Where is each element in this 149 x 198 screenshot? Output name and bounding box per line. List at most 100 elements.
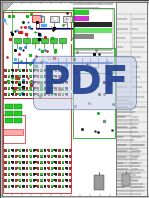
Bar [44, 175, 46, 176]
Bar [47, 161, 50, 163]
Bar [44, 151, 46, 152]
Bar [3, 98, 71, 193]
Bar [116, 2, 147, 196]
Bar [58, 87, 61, 89]
Bar [22, 179, 25, 181]
Bar [40, 83, 42, 84]
Bar [11, 169, 14, 170]
Bar [40, 75, 43, 77]
Bar [48, 157, 50, 158]
Bar [55, 157, 57, 158]
Bar [55, 89, 57, 90]
Bar [11, 155, 14, 157]
Bar [55, 95, 57, 96]
Bar [62, 149, 64, 151]
Bar [62, 179, 64, 181]
Bar [69, 187, 71, 188]
Bar [29, 81, 32, 83]
Bar [26, 83, 28, 84]
Bar [11, 175, 14, 176]
Bar [69, 185, 72, 187]
Bar [22, 187, 24, 188]
Bar [55, 163, 57, 164]
Bar [11, 151, 14, 152]
Bar [66, 77, 68, 78]
Bar [74, 34, 94, 39]
Bar [8, 161, 10, 163]
Bar [74, 10, 89, 15]
Bar [30, 181, 32, 182]
Bar [14, 104, 22, 109]
Bar [15, 181, 17, 182]
Bar [23, 38, 30, 43]
Bar [8, 89, 10, 90]
Bar [33, 95, 35, 96]
Bar [30, 89, 32, 90]
Bar [15, 81, 18, 83]
Bar [26, 95, 28, 96]
Bar [8, 75, 10, 77]
Bar [58, 173, 61, 175]
Bar [11, 69, 14, 71]
Bar [8, 173, 10, 175]
Bar [47, 185, 50, 187]
Bar [44, 163, 46, 164]
Bar [69, 157, 71, 158]
Bar [18, 155, 21, 157]
Bar [26, 167, 28, 169]
Bar [8, 69, 10, 71]
Bar [51, 71, 53, 72]
Bar [74, 28, 112, 33]
Bar [44, 87, 46, 89]
Bar [22, 157, 24, 158]
Bar [47, 155, 50, 157]
Bar [47, 75, 50, 77]
Bar [44, 179, 46, 181]
Bar [4, 169, 7, 170]
Bar [11, 163, 14, 164]
Bar [65, 75, 68, 77]
Bar [33, 89, 35, 90]
Bar [40, 149, 43, 151]
Bar [47, 149, 50, 151]
Bar [15, 71, 17, 72]
Bar [54, 81, 57, 83]
Bar [58, 89, 60, 90]
Bar [29, 149, 32, 151]
Bar [4, 157, 7, 158]
Bar [51, 89, 53, 90]
Bar [40, 71, 42, 72]
Bar [48, 77, 50, 78]
Bar [15, 95, 17, 96]
Bar [33, 161, 36, 163]
Bar [51, 185, 54, 187]
Bar [8, 167, 10, 169]
Bar [37, 151, 39, 152]
Bar [15, 175, 17, 176]
Bar [54, 69, 57, 71]
Bar [51, 149, 54, 151]
Bar [62, 151, 64, 152]
Bar [11, 179, 14, 181]
Bar [58, 151, 60, 152]
Bar [58, 181, 60, 182]
Bar [58, 179, 61, 181]
Bar [19, 163, 21, 164]
Bar [26, 149, 28, 151]
Bar [4, 175, 7, 176]
Bar [33, 185, 36, 187]
Bar [44, 157, 46, 158]
Bar [44, 181, 46, 182]
Bar [15, 77, 17, 78]
Bar [8, 93, 10, 95]
Bar [55, 181, 57, 182]
Bar [51, 163, 53, 164]
Bar [15, 179, 18, 181]
Bar [22, 181, 24, 182]
Bar [4, 71, 7, 72]
Bar [15, 185, 18, 187]
Bar [54, 87, 57, 89]
Bar [44, 187, 46, 188]
Bar [62, 75, 64, 77]
Bar [15, 149, 18, 151]
